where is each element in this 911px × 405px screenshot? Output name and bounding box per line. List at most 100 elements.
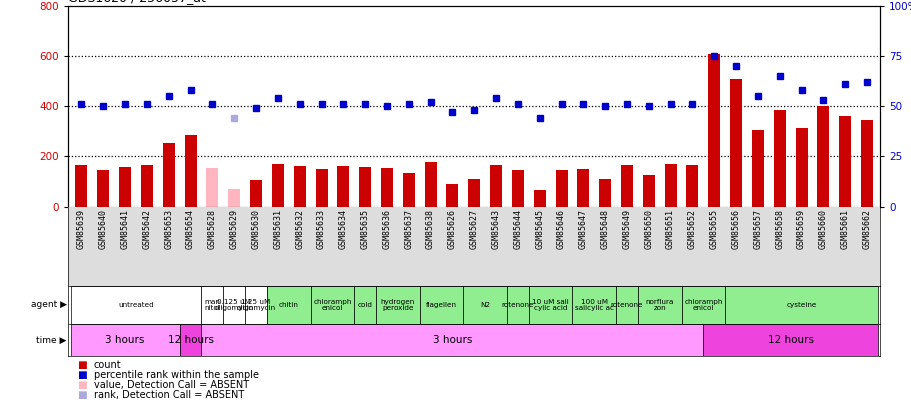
Bar xyxy=(816,107,828,207)
Bar xyxy=(419,286,463,324)
Bar xyxy=(599,179,610,207)
Bar xyxy=(664,164,676,207)
Bar xyxy=(337,166,349,207)
Text: untreated: untreated xyxy=(118,302,154,308)
Bar xyxy=(141,165,153,207)
Text: GSM85641: GSM85641 xyxy=(120,209,129,249)
Text: agent ▶: agent ▶ xyxy=(31,300,67,309)
Bar xyxy=(528,286,572,324)
Bar xyxy=(616,286,637,324)
Text: 12 hours: 12 hours xyxy=(767,335,813,345)
Bar xyxy=(353,286,375,324)
Text: 3 hours: 3 hours xyxy=(432,335,472,345)
Text: cysteine: cysteine xyxy=(785,302,816,308)
Bar xyxy=(381,168,393,207)
Text: GDS1620 / 256057_at: GDS1620 / 256057_at xyxy=(68,0,206,4)
Text: man
nitol: man nitol xyxy=(204,298,220,311)
Bar xyxy=(445,184,458,207)
Text: chloramph
enicol: chloramph enicol xyxy=(312,298,352,311)
Bar xyxy=(681,286,724,324)
Bar xyxy=(250,180,261,207)
Text: GSM85648: GSM85648 xyxy=(600,209,609,249)
Bar xyxy=(642,175,654,207)
Text: GSM85626: GSM85626 xyxy=(447,209,456,249)
Text: GSM85644: GSM85644 xyxy=(513,209,522,249)
Bar xyxy=(119,167,131,207)
Text: GSM85643: GSM85643 xyxy=(491,209,500,249)
Bar xyxy=(179,324,201,356)
Bar xyxy=(686,165,698,207)
Bar xyxy=(311,286,353,324)
Bar xyxy=(206,168,218,207)
Bar xyxy=(860,119,872,207)
Text: 10 uM sali
cylic acid: 10 uM sali cylic acid xyxy=(532,298,568,311)
Text: GSM85650: GSM85650 xyxy=(643,209,652,249)
Text: flagellen: flagellen xyxy=(425,302,456,308)
Bar xyxy=(359,167,371,207)
Text: GSM85647: GSM85647 xyxy=(578,209,588,249)
Bar xyxy=(533,190,545,207)
Text: chitin: chitin xyxy=(279,302,299,308)
Bar xyxy=(315,169,327,207)
Text: time ▶: time ▶ xyxy=(36,336,67,345)
Bar xyxy=(184,134,197,207)
Bar xyxy=(463,286,507,324)
Text: rotenone: rotenone xyxy=(610,302,642,308)
Text: GSM85654: GSM85654 xyxy=(186,209,195,249)
Text: GSM85635: GSM85635 xyxy=(360,209,369,249)
Text: cold: cold xyxy=(357,302,373,308)
Text: N2: N2 xyxy=(479,302,490,308)
Bar xyxy=(76,165,87,207)
Bar xyxy=(620,165,632,207)
Text: GSM85630: GSM85630 xyxy=(251,209,261,249)
Text: GSM85627: GSM85627 xyxy=(469,209,478,249)
Text: GSM85646: GSM85646 xyxy=(557,209,566,249)
Text: 1.25 uM
oligomycin: 1.25 uM oligomycin xyxy=(236,298,275,311)
Text: 12 hours: 12 hours xyxy=(168,335,213,345)
Bar xyxy=(375,286,419,324)
Bar xyxy=(467,179,480,207)
Bar xyxy=(201,286,223,324)
Text: 100 uM
salicylic ac: 100 uM salicylic ac xyxy=(574,298,613,311)
Text: norflura
zon: norflura zon xyxy=(645,298,673,311)
Text: ■: ■ xyxy=(77,360,87,370)
Bar xyxy=(245,286,267,324)
Bar xyxy=(425,162,436,207)
Bar xyxy=(271,164,283,207)
Bar xyxy=(708,54,720,207)
Text: ■: ■ xyxy=(77,370,87,380)
Text: GSM85651: GSM85651 xyxy=(665,209,674,249)
Text: GSM85631: GSM85631 xyxy=(273,209,282,249)
Text: GSM85657: GSM85657 xyxy=(752,209,762,249)
Bar xyxy=(201,324,702,356)
Bar xyxy=(223,286,245,324)
Text: chloramph
enicol: chloramph enicol xyxy=(683,298,722,311)
Bar xyxy=(228,189,240,207)
Text: rank, Detection Call = ABSENT: rank, Detection Call = ABSENT xyxy=(94,390,244,401)
Text: 0.125 uM
oligomycin: 0.125 uM oligomycin xyxy=(214,298,253,311)
Bar xyxy=(637,286,681,324)
Bar xyxy=(293,166,305,207)
Text: GSM85629: GSM85629 xyxy=(230,209,239,249)
Text: GSM85639: GSM85639 xyxy=(77,209,86,249)
Text: GSM85656: GSM85656 xyxy=(731,209,740,249)
Text: GSM85661: GSM85661 xyxy=(840,209,849,249)
Bar xyxy=(162,143,175,207)
Text: GSM85649: GSM85649 xyxy=(622,209,630,249)
Bar xyxy=(267,286,311,324)
Text: count: count xyxy=(94,360,121,370)
Text: GSM85632: GSM85632 xyxy=(295,209,304,249)
Bar xyxy=(97,170,109,207)
Text: GSM85634: GSM85634 xyxy=(339,209,347,249)
Text: GSM85640: GSM85640 xyxy=(98,209,107,249)
Bar xyxy=(702,324,877,356)
Text: GSM85653: GSM85653 xyxy=(164,209,173,249)
Text: GSM85655: GSM85655 xyxy=(709,209,718,249)
Bar xyxy=(730,79,742,207)
Bar xyxy=(489,165,502,207)
Text: value, Detection Call = ABSENT: value, Detection Call = ABSENT xyxy=(94,380,249,390)
Text: ■: ■ xyxy=(77,390,87,401)
Bar xyxy=(511,170,523,207)
Text: 3 hours: 3 hours xyxy=(106,335,145,345)
Bar xyxy=(773,110,785,207)
